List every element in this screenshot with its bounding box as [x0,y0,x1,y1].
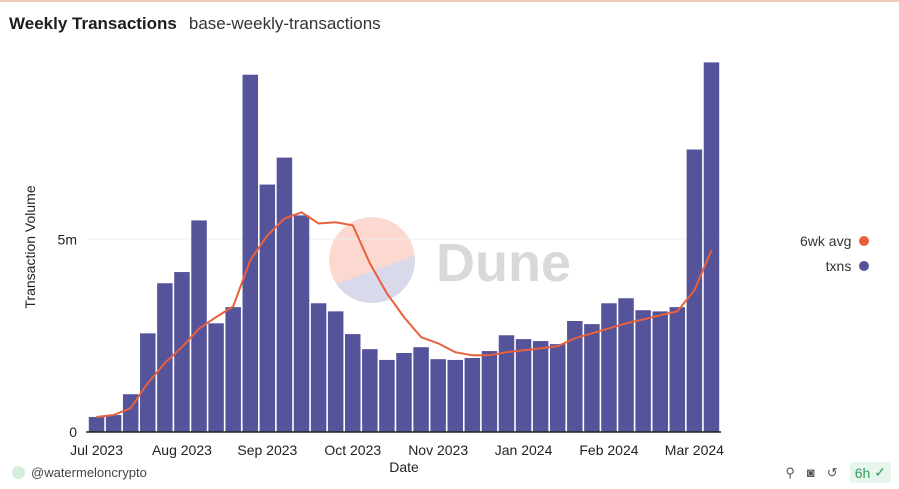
bar-txns[interactable] [601,303,617,432]
bar-txns[interactable] [259,184,276,432]
bar-txns[interactable] [174,272,190,432]
embed-icon[interactable]: ⚲ [785,464,795,480]
top-border [0,0,899,2]
bar-txns[interactable] [327,311,344,432]
y-tick-label: 5m [58,231,77,247]
x-tick-label: Oct 2023 [324,442,381,458]
legend: 6wk avg txns [800,228,870,278]
bar-txns[interactable] [191,220,207,432]
avatar [12,466,25,479]
bar-txns[interactable] [618,298,634,432]
bar-txns[interactable] [208,323,224,432]
bar-txns[interactable] [413,347,429,432]
bar-txns[interactable] [567,321,583,432]
x-tick-label: Mar 2024 [665,442,724,458]
x-tick-label: Jul 2023 [70,442,123,458]
bar-txns[interactable] [549,344,566,432]
bar-txns[interactable] [105,415,122,432]
bar-txns[interactable] [669,307,686,432]
bar-txns[interactable] [532,341,549,432]
bar-txns[interactable] [635,310,651,432]
x-tick-label: Nov 2023 [408,442,468,458]
bar-txns[interactable] [396,352,412,432]
legend-item-6wk-avg[interactable]: 6wk avg [800,228,870,253]
x-tick-label: Jan 2024 [495,442,553,458]
bar-txns[interactable] [379,359,395,432]
series-line-6wk-avg [96,211,713,418]
bar-txns[interactable] [447,359,463,432]
bar-txns[interactable] [310,303,327,432]
bar-txns[interactable] [345,334,361,432]
legend-dot [859,235,870,246]
chart-header: Weekly Transactions base-weekly-transacti… [9,14,381,34]
x-tick-label: Feb 2024 [579,442,638,458]
bar-txns[interactable] [481,351,498,432]
y-axis-label: Transaction Volume [22,185,38,308]
bar-txns[interactable] [242,74,259,432]
camera-icon[interactable]: ◙ [806,465,815,480]
bar-txns[interactable] [157,283,173,432]
bar-txns[interactable] [515,339,532,432]
bar-txns[interactable] [225,307,241,432]
bar-txns[interactable] [430,359,446,432]
check-circle-icon: ✓ [874,464,886,480]
bar-txns[interactable] [584,324,600,432]
refresh-status-badge[interactable]: 6h ✓ [849,462,891,483]
legend-dot [859,260,870,271]
bar-txns[interactable] [88,416,105,432]
legend-item-txns[interactable]: txns [800,253,870,278]
bar-txns[interactable] [276,157,293,433]
bar-txns[interactable] [652,311,668,432]
x-tick-label: Aug 2023 [152,442,212,458]
bar-txns[interactable] [362,349,378,432]
query-name: base-weekly-transactions [188,14,381,33]
author-link[interactable]: @watermeloncrypto [12,465,147,480]
y-tick-label: 0 [69,424,77,440]
bar-txns[interactable] [498,335,515,432]
bar-txns[interactable] [703,62,720,433]
bar-txns[interactable] [293,215,310,432]
bar-txns[interactable] [464,358,481,432]
watermark-text: Dune [436,233,571,293]
toolbar: ⚲ ◙ ↺ 6h ✓ [785,462,891,483]
watermark: Dune [329,217,571,303]
x-axis-label: Date [389,459,419,475]
chart-title: Weekly Transactions [9,14,177,33]
x-tick-label: Sep 2023 [237,442,297,458]
refresh-icon[interactable]: ↺ [826,464,838,480]
